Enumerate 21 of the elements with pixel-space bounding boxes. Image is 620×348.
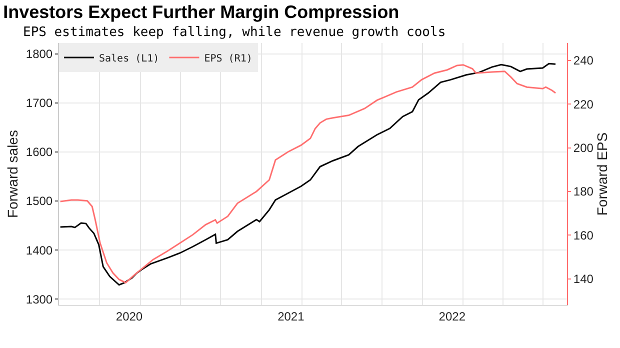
y-tick-label: 1500 <box>26 194 53 208</box>
y2-tick-label: 160 <box>573 228 594 242</box>
y-tick-label: 1300 <box>26 292 53 306</box>
legend-label: EPS (R1) <box>204 53 252 64</box>
legend-label: Sales (L1) <box>99 53 160 64</box>
y2-axis-title: Forward EPS <box>594 132 610 216</box>
y-tick-label: 1400 <box>26 243 53 258</box>
x-tick-label: 2021 <box>278 309 305 324</box>
y-axis-title: Forward sales <box>4 130 20 218</box>
y2-tick-label: 240 <box>573 54 594 68</box>
y-tick-label: 1800 <box>26 46 53 61</box>
y-tick-label: 1700 <box>26 96 53 110</box>
x-tick-label: 2022 <box>438 309 466 324</box>
y2-tick-label: 200 <box>573 141 594 155</box>
y2-tick-label: 180 <box>573 184 594 199</box>
y-tick-label: 1600 <box>26 145 53 160</box>
y2-tick-label: 220 <box>573 97 594 112</box>
chart-subtitle: EPS estimates keep falling, while revenue growth cools <box>23 25 446 40</box>
y2-tick-label: 140 <box>573 272 594 286</box>
chart-title: Investors Expect Further Margin Compression <box>3 2 400 22</box>
x-tick-label: 2020 <box>116 309 143 324</box>
